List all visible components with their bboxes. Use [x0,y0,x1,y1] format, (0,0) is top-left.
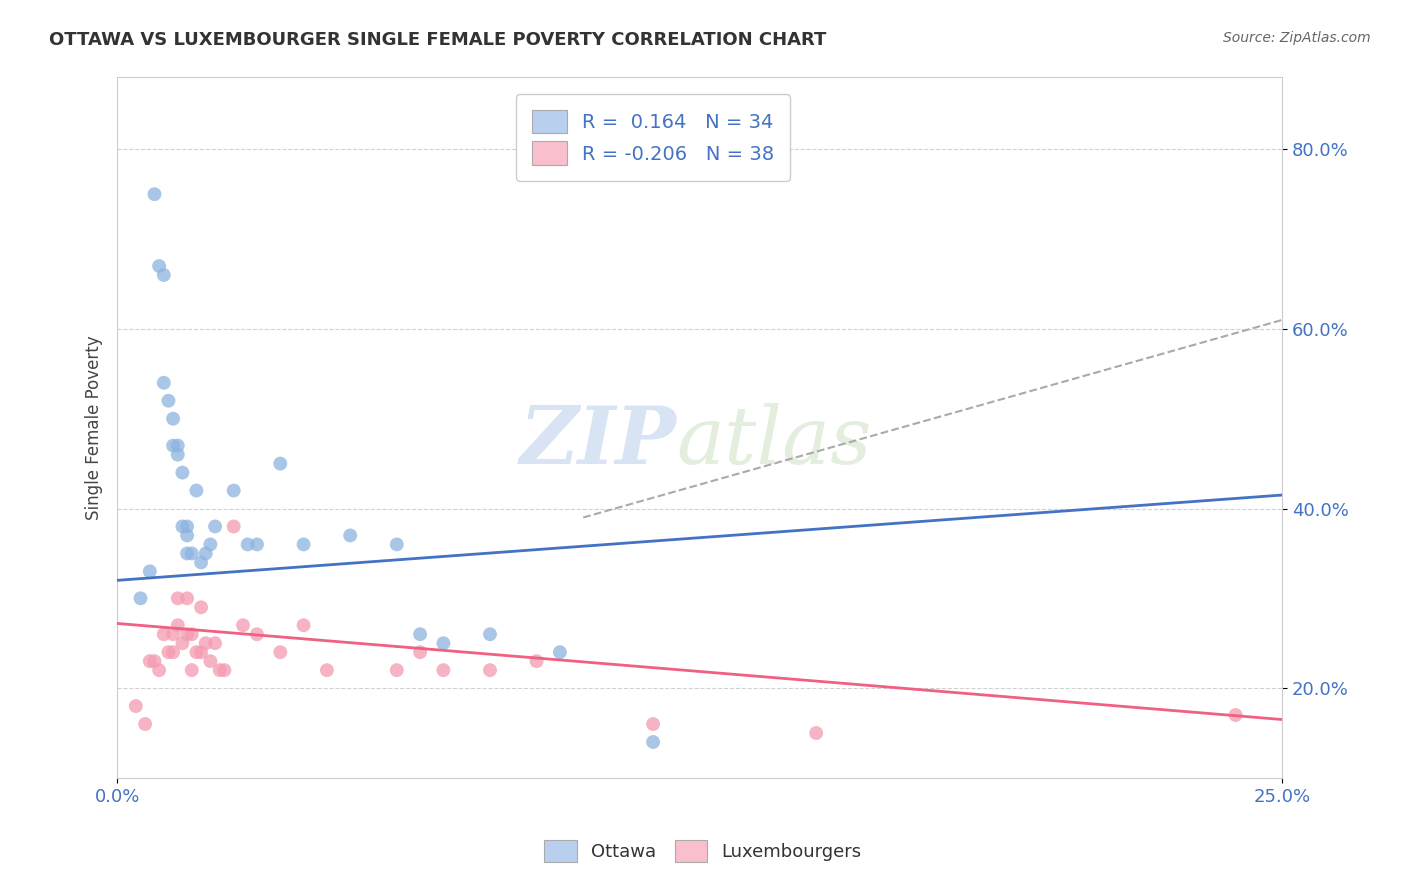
Point [134,717,156,731]
Point [432,636,454,650]
Point [246,627,269,641]
Y-axis label: Single Female Poverty: Single Female Poverty [86,335,103,520]
Point [269,457,291,471]
Legend: Ottawa, Luxembourgers: Ottawa, Luxembourgers [537,833,869,870]
Text: atlas: atlas [676,403,872,481]
Point [166,448,188,462]
Point [139,654,162,668]
Point [157,645,180,659]
Point [162,439,184,453]
Point [143,654,166,668]
Point [385,663,408,677]
Point [162,645,184,659]
Point [194,546,217,560]
Point [172,636,194,650]
Point [432,663,454,677]
Point [190,555,212,569]
Point [166,439,188,453]
Point [200,537,222,551]
Point [180,627,202,641]
Point [152,376,174,390]
Point [643,717,665,731]
Point [166,591,188,606]
Point [409,627,432,641]
Point [162,627,184,641]
Point [200,654,222,668]
Point [190,600,212,615]
Point [176,528,198,542]
Point [190,645,212,659]
Point [292,618,315,632]
Point [186,645,208,659]
Point [292,537,315,551]
Point [806,726,828,740]
Point [186,483,208,498]
Point [180,546,202,560]
Point [148,663,170,677]
Point [148,259,170,273]
Point [643,735,665,749]
Point [204,519,226,533]
Legend: R =  0.164   N = 34, R = -0.206   N = 38: R = 0.164 N = 34, R = -0.206 N = 38 [516,95,790,180]
Point [166,618,188,632]
Point [269,645,291,659]
Point [214,663,236,677]
Point [385,537,408,551]
Point [246,537,269,551]
Point [125,699,148,714]
Point [162,411,184,425]
Point [222,519,245,533]
Point [143,187,166,202]
Point [194,636,217,650]
Point [152,627,174,641]
Point [409,645,432,659]
Point [204,636,226,650]
Text: Source: ZipAtlas.com: Source: ZipAtlas.com [1223,31,1371,45]
Point [222,483,245,498]
Point [176,627,198,641]
Text: ZIP: ZIP [520,403,676,481]
Point [152,268,174,282]
Point [157,393,180,408]
Text: OTTAWA VS LUXEMBOURGER SINGLE FEMALE POVERTY CORRELATION CHART: OTTAWA VS LUXEMBOURGER SINGLE FEMALE POV… [49,31,827,49]
Point [172,466,194,480]
Point [548,645,571,659]
Point [315,663,337,677]
Point [172,519,194,533]
Point [339,528,361,542]
Point [232,618,254,632]
Point [180,663,202,677]
Point [1225,708,1247,723]
Point [176,591,198,606]
Point [176,519,198,533]
Point [236,537,259,551]
Point [479,663,502,677]
Point [139,565,162,579]
Point [129,591,152,606]
Point [526,654,548,668]
Point [176,546,198,560]
Point [479,627,502,641]
Point [208,663,231,677]
